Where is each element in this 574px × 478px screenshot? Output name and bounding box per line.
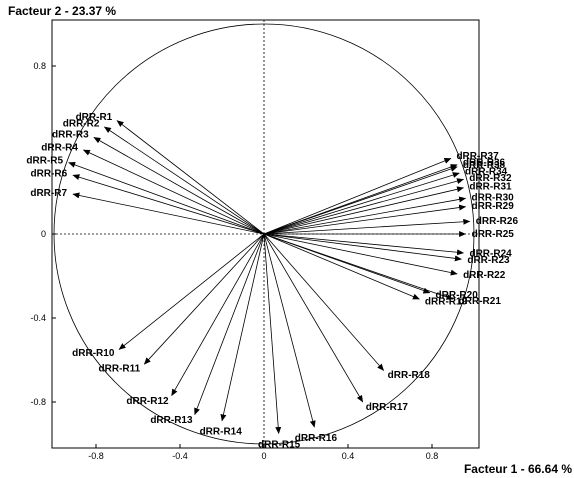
vector-arrow (72, 174, 265, 235)
vector-label: dRR-R2 (63, 119, 100, 130)
vector-label: dRR-R18 (388, 370, 431, 381)
vector-arrow (82, 149, 265, 235)
x-tick-label: -0.4 (172, 451, 188, 461)
vector-arrow (72, 192, 265, 235)
vector-arrow (263, 204, 467, 235)
vector-arrow (143, 233, 265, 365)
vector-label: dRR-R30 (472, 192, 515, 203)
x-tick-label: 0.8 (426, 451, 439, 461)
vector-label: dRR-R32 (469, 173, 512, 184)
vector-label: dRR-R13 (150, 415, 193, 426)
y-axis-title: Facteur 2 - 23.37 % (8, 4, 116, 18)
vector-arrow (263, 158, 452, 235)
vector-arrow (263, 233, 282, 434)
vector-label: dRR-R12 (126, 396, 169, 407)
vector-label: dRR-R31 (469, 181, 512, 192)
vector-label: dRR-R7 (30, 188, 67, 199)
vector-arrow (194, 233, 265, 416)
vector-arrow (118, 233, 265, 350)
vector-label: dRR-R22 (463, 270, 506, 281)
vector-arrow (68, 162, 265, 235)
x-tick-label: 0 (261, 451, 266, 461)
vector-arrow (263, 172, 460, 235)
vector-arrow (263, 233, 385, 371)
vector-arrow (220, 233, 265, 422)
vector-label: dRR-R19 (425, 296, 468, 307)
vector-label: dRR-R24 (469, 248, 512, 259)
x-axis-title: Facteur 1 - 66.64 % (464, 462, 572, 476)
vector-label: dRR-R21 (459, 296, 502, 307)
vector-label: dRR-R17 (366, 402, 409, 413)
vector-arrow (263, 166, 458, 235)
loading-vectors (68, 120, 471, 434)
vector-arrow (263, 233, 364, 403)
vector-arrow (263, 233, 420, 300)
vector-label: dRR-R34 (465, 166, 508, 177)
vector-label: dRR-R36 (463, 158, 506, 169)
y-tick-label: 0 (41, 229, 46, 239)
vector-arrow (263, 233, 464, 256)
vector-arrow (263, 233, 454, 300)
vector-label: dRR-R5 (26, 156, 63, 167)
vector-label: dRR-R20 (436, 290, 479, 301)
vector-arrow (263, 178, 464, 235)
vector-arrow (263, 218, 471, 235)
vector-label: dRR-R14 (200, 427, 243, 438)
vector-label: dRR-R15 (258, 439, 301, 450)
vector-arrow (263, 233, 458, 276)
vector-arrow (103, 126, 265, 235)
vector-label: dRR-R3 (52, 129, 89, 140)
vector-label: dRR-R11 (99, 364, 141, 375)
vector-label: dRR-R16 (295, 433, 338, 444)
x-tick-label: 0.4 (342, 451, 355, 461)
vector-label: dRR-R26 (476, 216, 519, 227)
y-tick-label: 0.8 (33, 61, 46, 71)
vector-label: dRR-R1 (76, 112, 113, 123)
vector-arrow (171, 233, 265, 397)
vector-label: dRR-R29 (472, 201, 515, 212)
vector-label: dRR-R38 (463, 160, 506, 171)
x-axis-ticks: -0.8 -0.4 0 0.4 0.8 (88, 444, 438, 461)
vector-arrow (263, 233, 462, 262)
vector-arrow (93, 137, 265, 235)
y-tick-label: -0.8 (30, 397, 46, 407)
vector-label: dRR-R10 (72, 348, 115, 359)
vector-label: dRR-R6 (30, 168, 67, 179)
vector-label: dRR-R25 (472, 229, 515, 240)
y-axis-ticks: 0.8 0 -0.4 -0.8 (30, 61, 56, 407)
vector-arrow (263, 186, 464, 235)
vector-label: dRR-R23 (467, 255, 510, 266)
vector-label: dRR-R4 (41, 142, 78, 153)
x-tick-label: -0.8 (88, 451, 104, 461)
vector-arrow (263, 196, 467, 235)
y-tick-label: -0.4 (30, 313, 46, 323)
vector-label: dRR-R37 (456, 151, 499, 162)
vector-arrow (116, 120, 265, 235)
vector-arrow (263, 233, 316, 428)
